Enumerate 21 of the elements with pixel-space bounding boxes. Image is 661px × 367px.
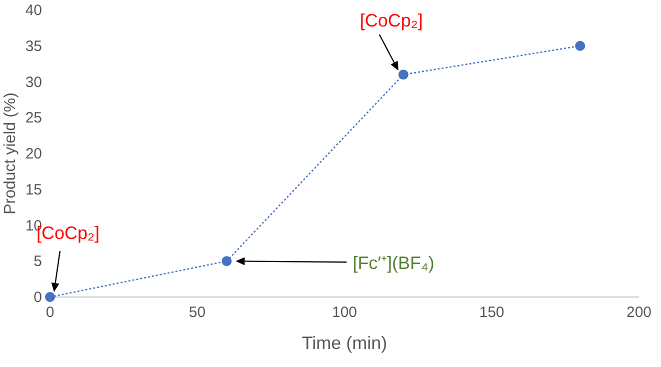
x-tick-label: 50 — [188, 304, 206, 321]
x-tick-label: 100 — [332, 304, 358, 321]
annotation: [CoCp₂] — [360, 10, 423, 31]
x-axis-title: Time (min) — [302, 333, 388, 353]
y-tick-label: 5 — [34, 253, 42, 270]
point — [45, 292, 55, 302]
x-tick-label: 0 — [46, 304, 54, 321]
point — [398, 70, 408, 80]
y-tick-label: 0 — [34, 289, 42, 306]
y-tick-label: 40 — [25, 2, 42, 19]
point — [575, 40, 586, 51]
y-tick-label: 30 — [25, 74, 42, 91]
annotation: [Fc′⁺](BF₄) — [352, 253, 434, 274]
y-tick-label: 15 — [25, 181, 42, 198]
x-tick-label: 150 — [479, 304, 504, 321]
y-axis-title: Product yield (%) — [2, 92, 19, 214]
x-tick-label: 200 — [626, 304, 652, 321]
y-tick-label: 20 — [25, 146, 42, 162]
y-tick-label: 25 — [25, 110, 42, 127]
point — [222, 256, 232, 266]
y-tick-label: 35 — [25, 38, 42, 55]
